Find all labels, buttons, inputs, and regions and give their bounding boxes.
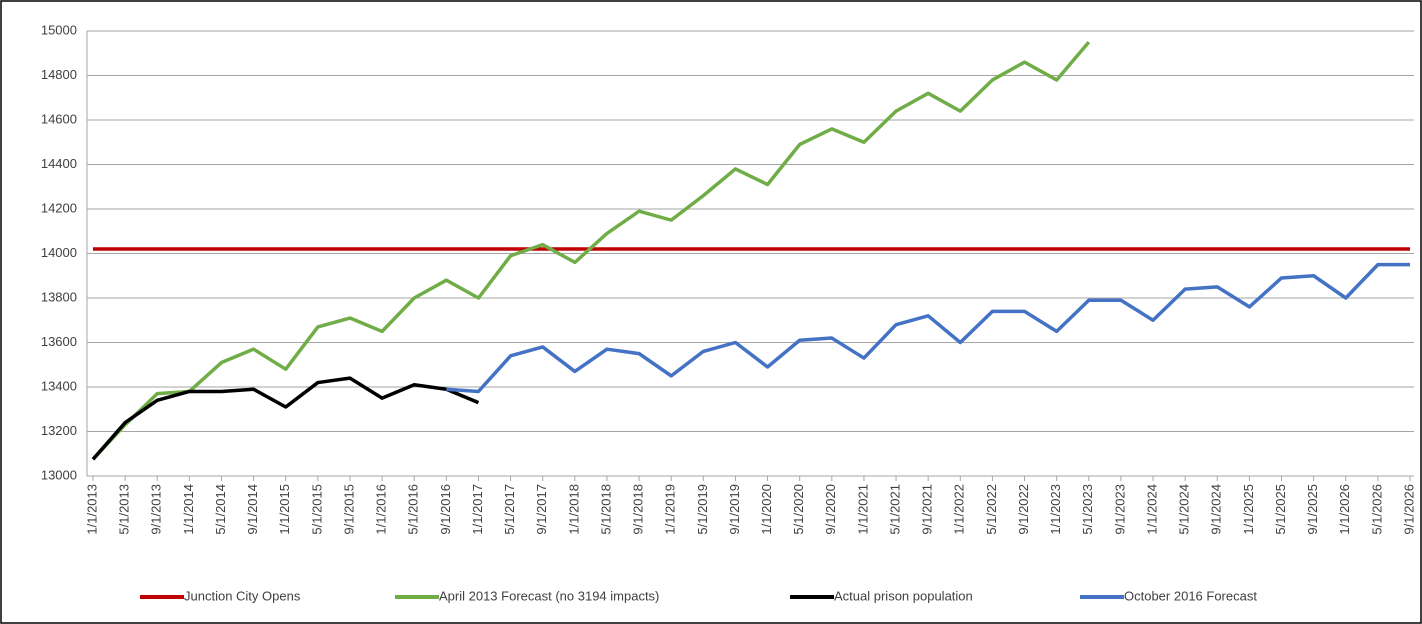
x-tick-label: 1/1/2026 [1337, 484, 1352, 535]
x-tick-label: 9/1/2021 [920, 484, 935, 535]
x-tick-label: 9/1/2023 [1112, 484, 1127, 535]
x-tick-label: 1/1/2022 [952, 484, 967, 535]
legend-label: October 2016 Forecast [1124, 588, 1257, 603]
x-tick-label: 5/1/2022 [984, 484, 999, 535]
y-tick-label: 13800 [41, 289, 77, 304]
series-line [91, 40, 1091, 461]
y-tick-label: 13600 [41, 334, 77, 349]
x-tick-label: 1/1/2023 [1048, 484, 1063, 535]
x-tick-label: 9/1/2019 [727, 484, 742, 535]
legend-label: Actual prison population [834, 588, 973, 603]
x-tick-label: 5/1/2016 [406, 484, 421, 535]
x-tick-label: 5/1/2021 [887, 484, 902, 535]
legend-label: April 2013 Forecast (no 3194 impacts) [439, 588, 659, 603]
x-tick-label: 9/1/2026 [1401, 484, 1416, 535]
y-tick-label: 13200 [41, 423, 77, 438]
x-tick-label: 1/1/2024 [1144, 484, 1159, 535]
x-tick-label: 5/1/2025 [1273, 484, 1288, 535]
x-tick-label: 5/1/2023 [1080, 484, 1095, 535]
x-tick-label: 1/1/2020 [759, 484, 774, 535]
y-tick-label: 14600 [41, 111, 77, 126]
y-tick-label: 14200 [41, 200, 77, 215]
x-tick-label: 5/1/2026 [1369, 484, 1384, 535]
x-tick-label: 5/1/2024 [1177, 484, 1192, 535]
x-tick-label: 5/1/2018 [598, 484, 613, 535]
series-line [446, 262, 1410, 394]
y-tick-label: 14000 [41, 245, 77, 260]
x-tick-label: 9/1/2024 [1209, 484, 1224, 535]
x-tick-label: 9/1/2017 [534, 484, 549, 535]
x-tick-label: 1/1/2017 [470, 484, 485, 535]
x-tick-label: 1/1/2015 [277, 484, 292, 535]
x-tick-label: 9/1/2022 [1016, 484, 1031, 535]
x-tick-label: 5/1/2019 [695, 484, 710, 535]
y-tick-label: 14800 [41, 67, 77, 82]
x-tick-label: 5/1/2017 [502, 484, 517, 535]
x-tick-label: 9/1/2016 [438, 484, 453, 535]
x-tick-label: 1/1/2016 [374, 484, 389, 535]
x-tick-label: 9/1/2015 [341, 484, 356, 535]
x-tick-label: 9/1/2018 [631, 484, 646, 535]
x-tick-label: 9/1/2013 [149, 484, 164, 535]
legend-label: Junction City Opens [184, 588, 301, 603]
y-tick-label: 13400 [41, 378, 77, 393]
x-tick-label: 1/1/2019 [663, 484, 678, 535]
y-tick-label: 13000 [41, 467, 77, 482]
x-tick-label: 9/1/2014 [245, 484, 260, 535]
y-tick-label: 14400 [41, 156, 77, 171]
x-tick-label: 1/1/2025 [1241, 484, 1256, 535]
x-tick-label: 9/1/2020 [823, 484, 838, 535]
series-line [91, 376, 480, 461]
x-tick-label: 1/1/2021 [855, 484, 870, 535]
y-tick-label: 15000 [41, 22, 77, 37]
x-tick-label: 5/1/2013 [117, 484, 132, 535]
x-tick-label: 5/1/2014 [213, 484, 228, 535]
x-tick-label: 1/1/2013 [84, 484, 99, 535]
x-tick-label: 5/1/2020 [791, 484, 806, 535]
x-tick-label: 1/1/2014 [181, 484, 196, 535]
x-tick-label: 5/1/2015 [309, 484, 324, 535]
x-tick-label: 1/1/2018 [566, 484, 581, 535]
x-tick-label: 9/1/2025 [1305, 484, 1320, 535]
